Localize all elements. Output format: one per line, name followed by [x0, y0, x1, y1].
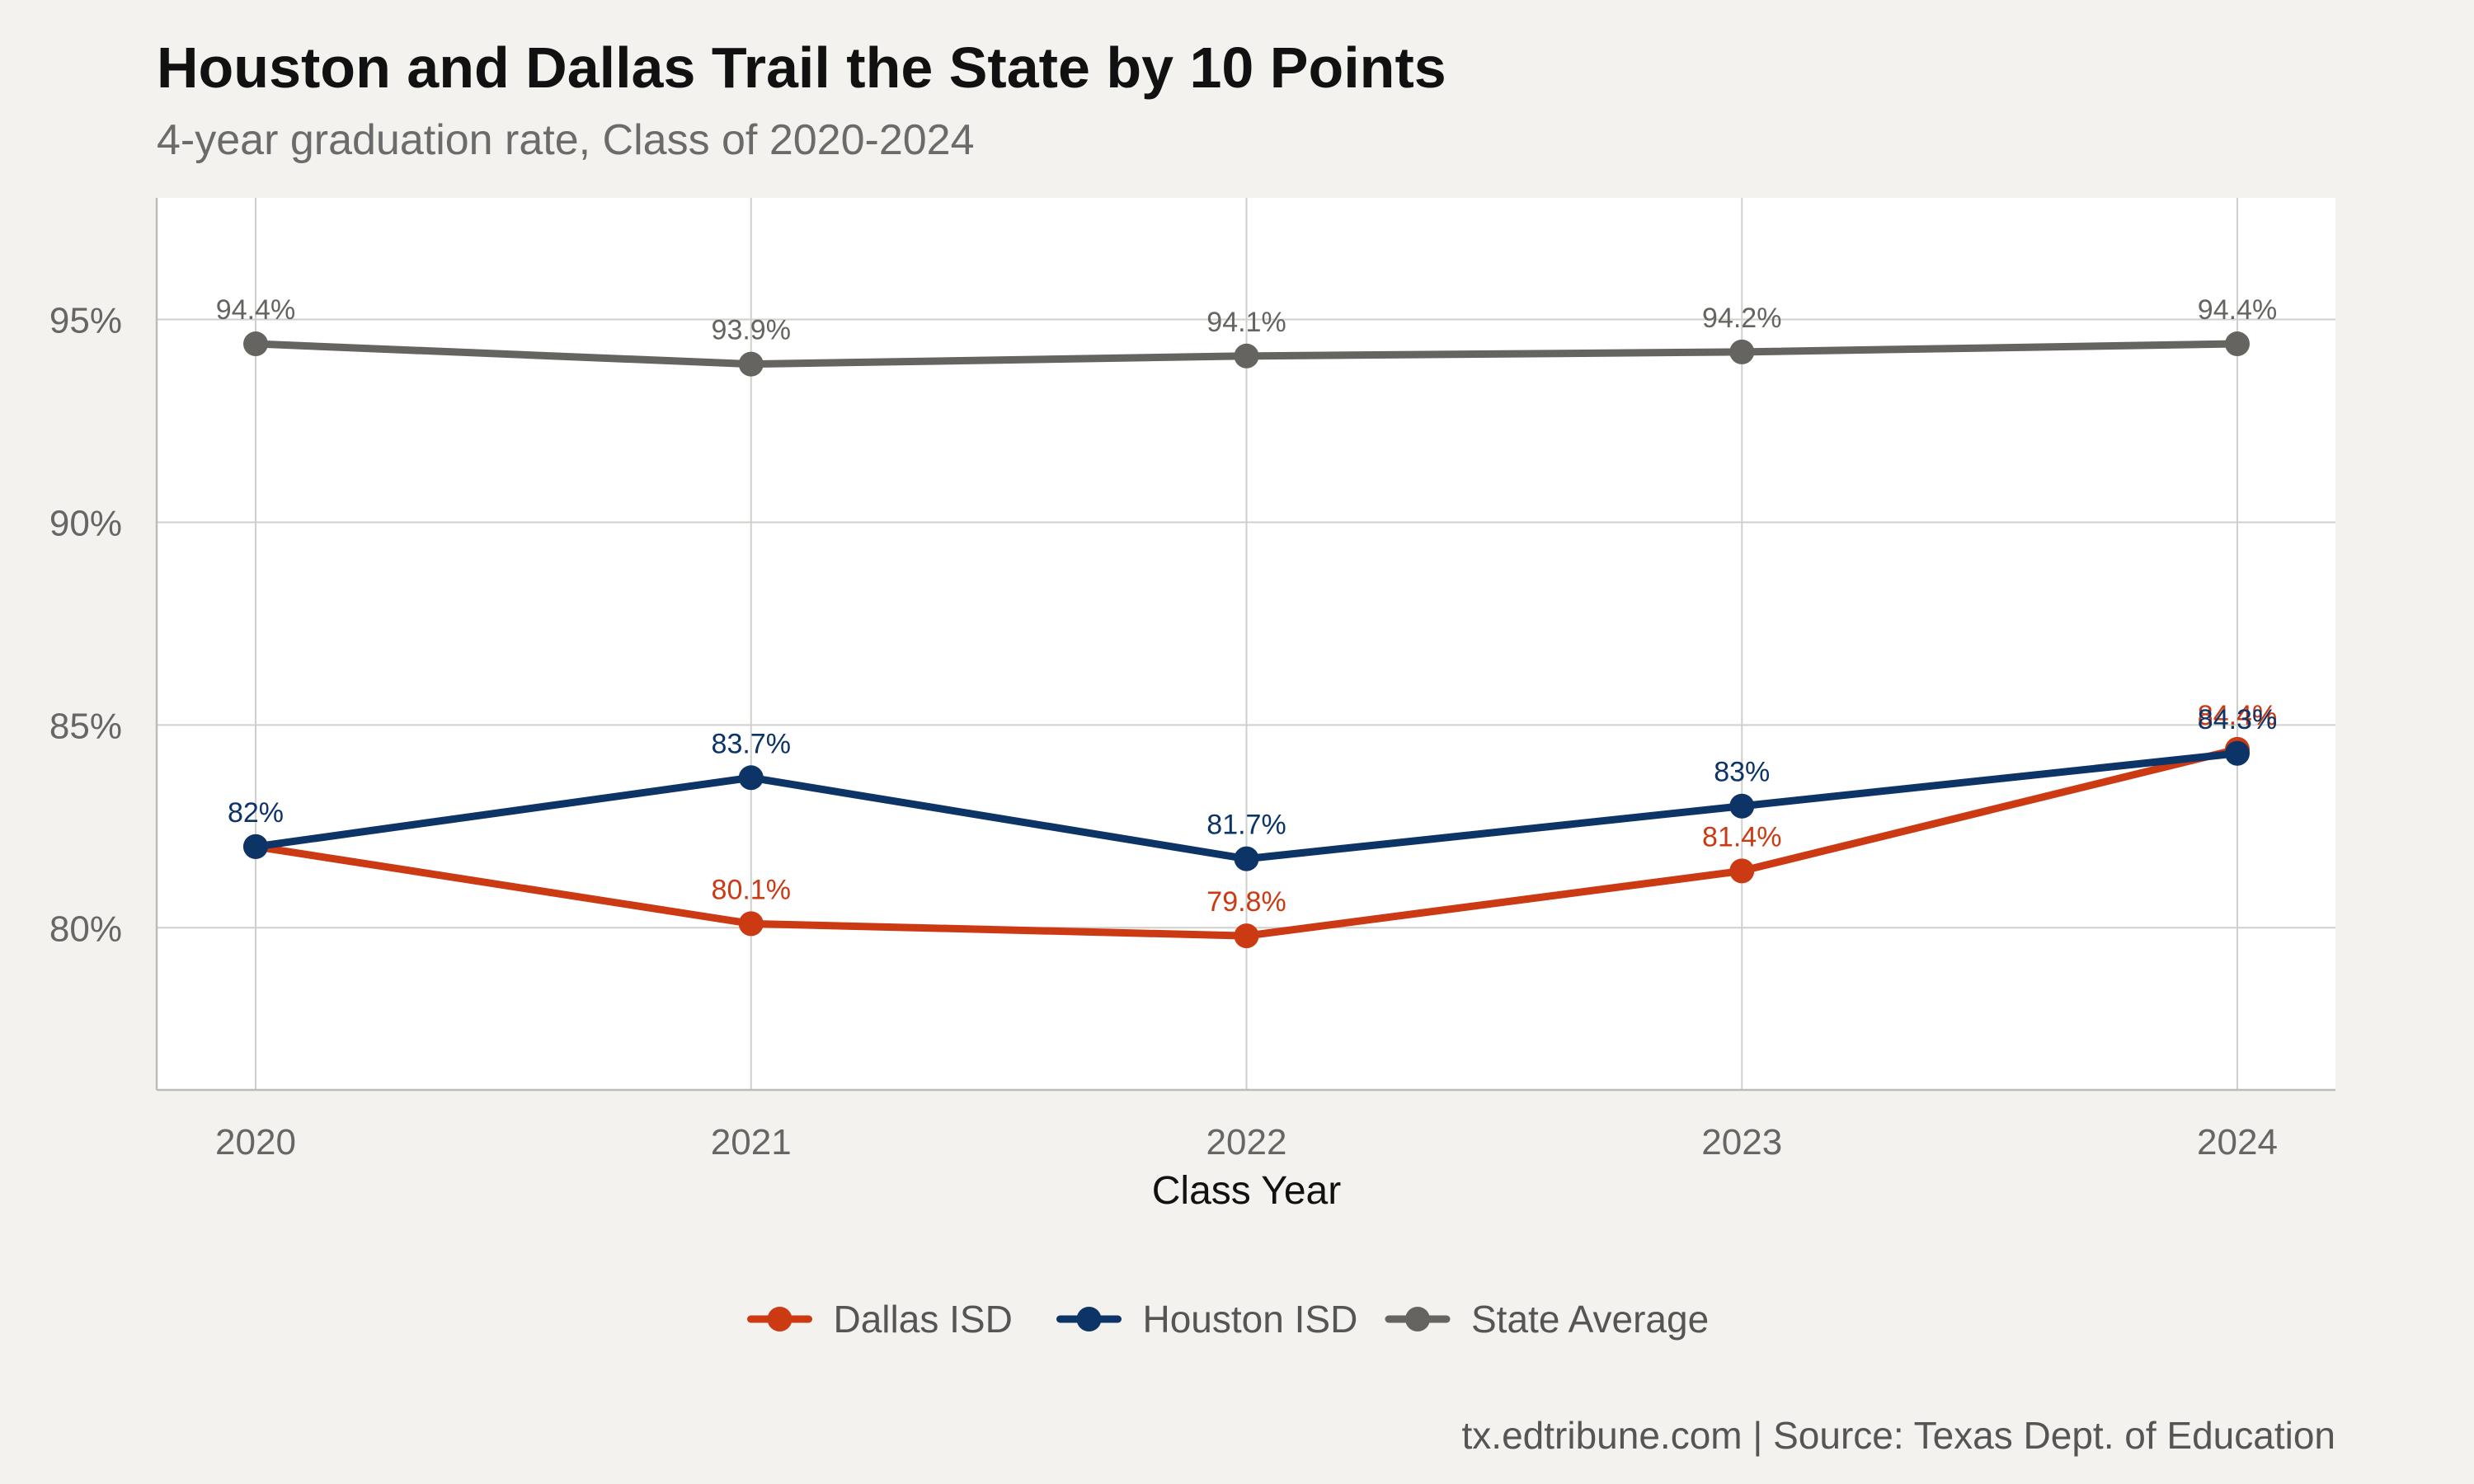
- x-tick-label: 2022: [1206, 1122, 1287, 1162]
- data-label-dallas-isd: 84.4%: [2198, 700, 2277, 731]
- series-lines: [243, 331, 2250, 949]
- legend-marker-state-average: [1405, 1307, 1430, 1331]
- chart-title: Houston and Dallas Trail the State by 10…: [157, 35, 1446, 100]
- data-point-state-average: [243, 331, 268, 357]
- data-labels: 80.1% 79.8% 81.4% 84.4% 82% 83.7% 81.7% 83% 84.3…: [216, 294, 2277, 918]
- data-point-state-average: [738, 351, 764, 377]
- legend-label-dallas-isd: Dallas ISD: [834, 1298, 1013, 1341]
- x-tick-label: 2021: [711, 1122, 792, 1162]
- data-label-houston-isd: 84.3%: [2198, 704, 2277, 735]
- data-point-houston-isd: [1729, 793, 1755, 819]
- legend: Dallas ISD Houston ISD State Average: [747, 1298, 1709, 1341]
- y-tick-label: 95%: [49, 301, 122, 341]
- data-point-state-average: [1729, 339, 1755, 364]
- data-label-dallas-isd: 80.1%: [712, 874, 791, 905]
- data-point-houston-isd: [243, 834, 268, 859]
- x-axis-title: Class Year: [1152, 1169, 1341, 1213]
- data-label-state-average: 94.2%: [1702, 303, 1781, 334]
- data-point-state-average: [1234, 343, 1259, 369]
- legend-marker-dallas-isd: [767, 1307, 793, 1331]
- data-label-houston-isd: 83.7%: [712, 728, 791, 759]
- legend-marker-houston-isd: [1076, 1307, 1102, 1331]
- data-point-houston-isd: [1234, 846, 1259, 871]
- data-label-state-average: 94.4%: [2198, 294, 2277, 326]
- x-tick-label: 2023: [1701, 1122, 1782, 1162]
- legend-label-houston-isd: Houston ISD: [1143, 1298, 1358, 1341]
- grid-lines: [157, 198, 2335, 1090]
- data-point-dallas-isd: [1234, 923, 1259, 949]
- source-caption: tx.edtribune.com | Source: Texas Dept. o…: [1461, 1414, 2335, 1457]
- data-label-houston-isd: 83%: [1714, 757, 1770, 788]
- y-tick-label: 80%: [49, 909, 122, 949]
- data-point-dallas-isd: [738, 911, 764, 937]
- x-tick-label: 2024: [2197, 1122, 2278, 1162]
- y-tick-label: 85%: [49, 706, 122, 746]
- data-label-state-average: 94.1%: [1206, 307, 1286, 338]
- data-label-houston-isd: 81.7%: [1206, 810, 1286, 841]
- data-label-houston-isd: 82%: [228, 797, 284, 829]
- data-label-state-average: 93.9%: [712, 315, 791, 346]
- y-tick-label: 90%: [49, 503, 122, 543]
- chart-subtitle: 4-year graduation rate, Class of 2020-20…: [157, 116, 975, 164]
- data-point-state-average: [2225, 331, 2250, 357]
- legend-label-state-average: State Average: [1471, 1298, 1709, 1341]
- data-point-houston-isd: [2225, 740, 2250, 766]
- data-label-dallas-isd: 81.4%: [1702, 821, 1781, 852]
- data-label-dallas-isd: 79.8%: [1206, 886, 1286, 918]
- axes: 80% 85% 90% 95% 2020 2021 2022 2023 2024 Class Ye…: [49, 198, 2335, 1213]
- data-point-dallas-isd: [1729, 858, 1755, 884]
- x-tick-label: 2020: [215, 1122, 296, 1162]
- data-label-state-average: 94.4%: [216, 294, 295, 326]
- data-point-houston-isd: [738, 765, 764, 791]
